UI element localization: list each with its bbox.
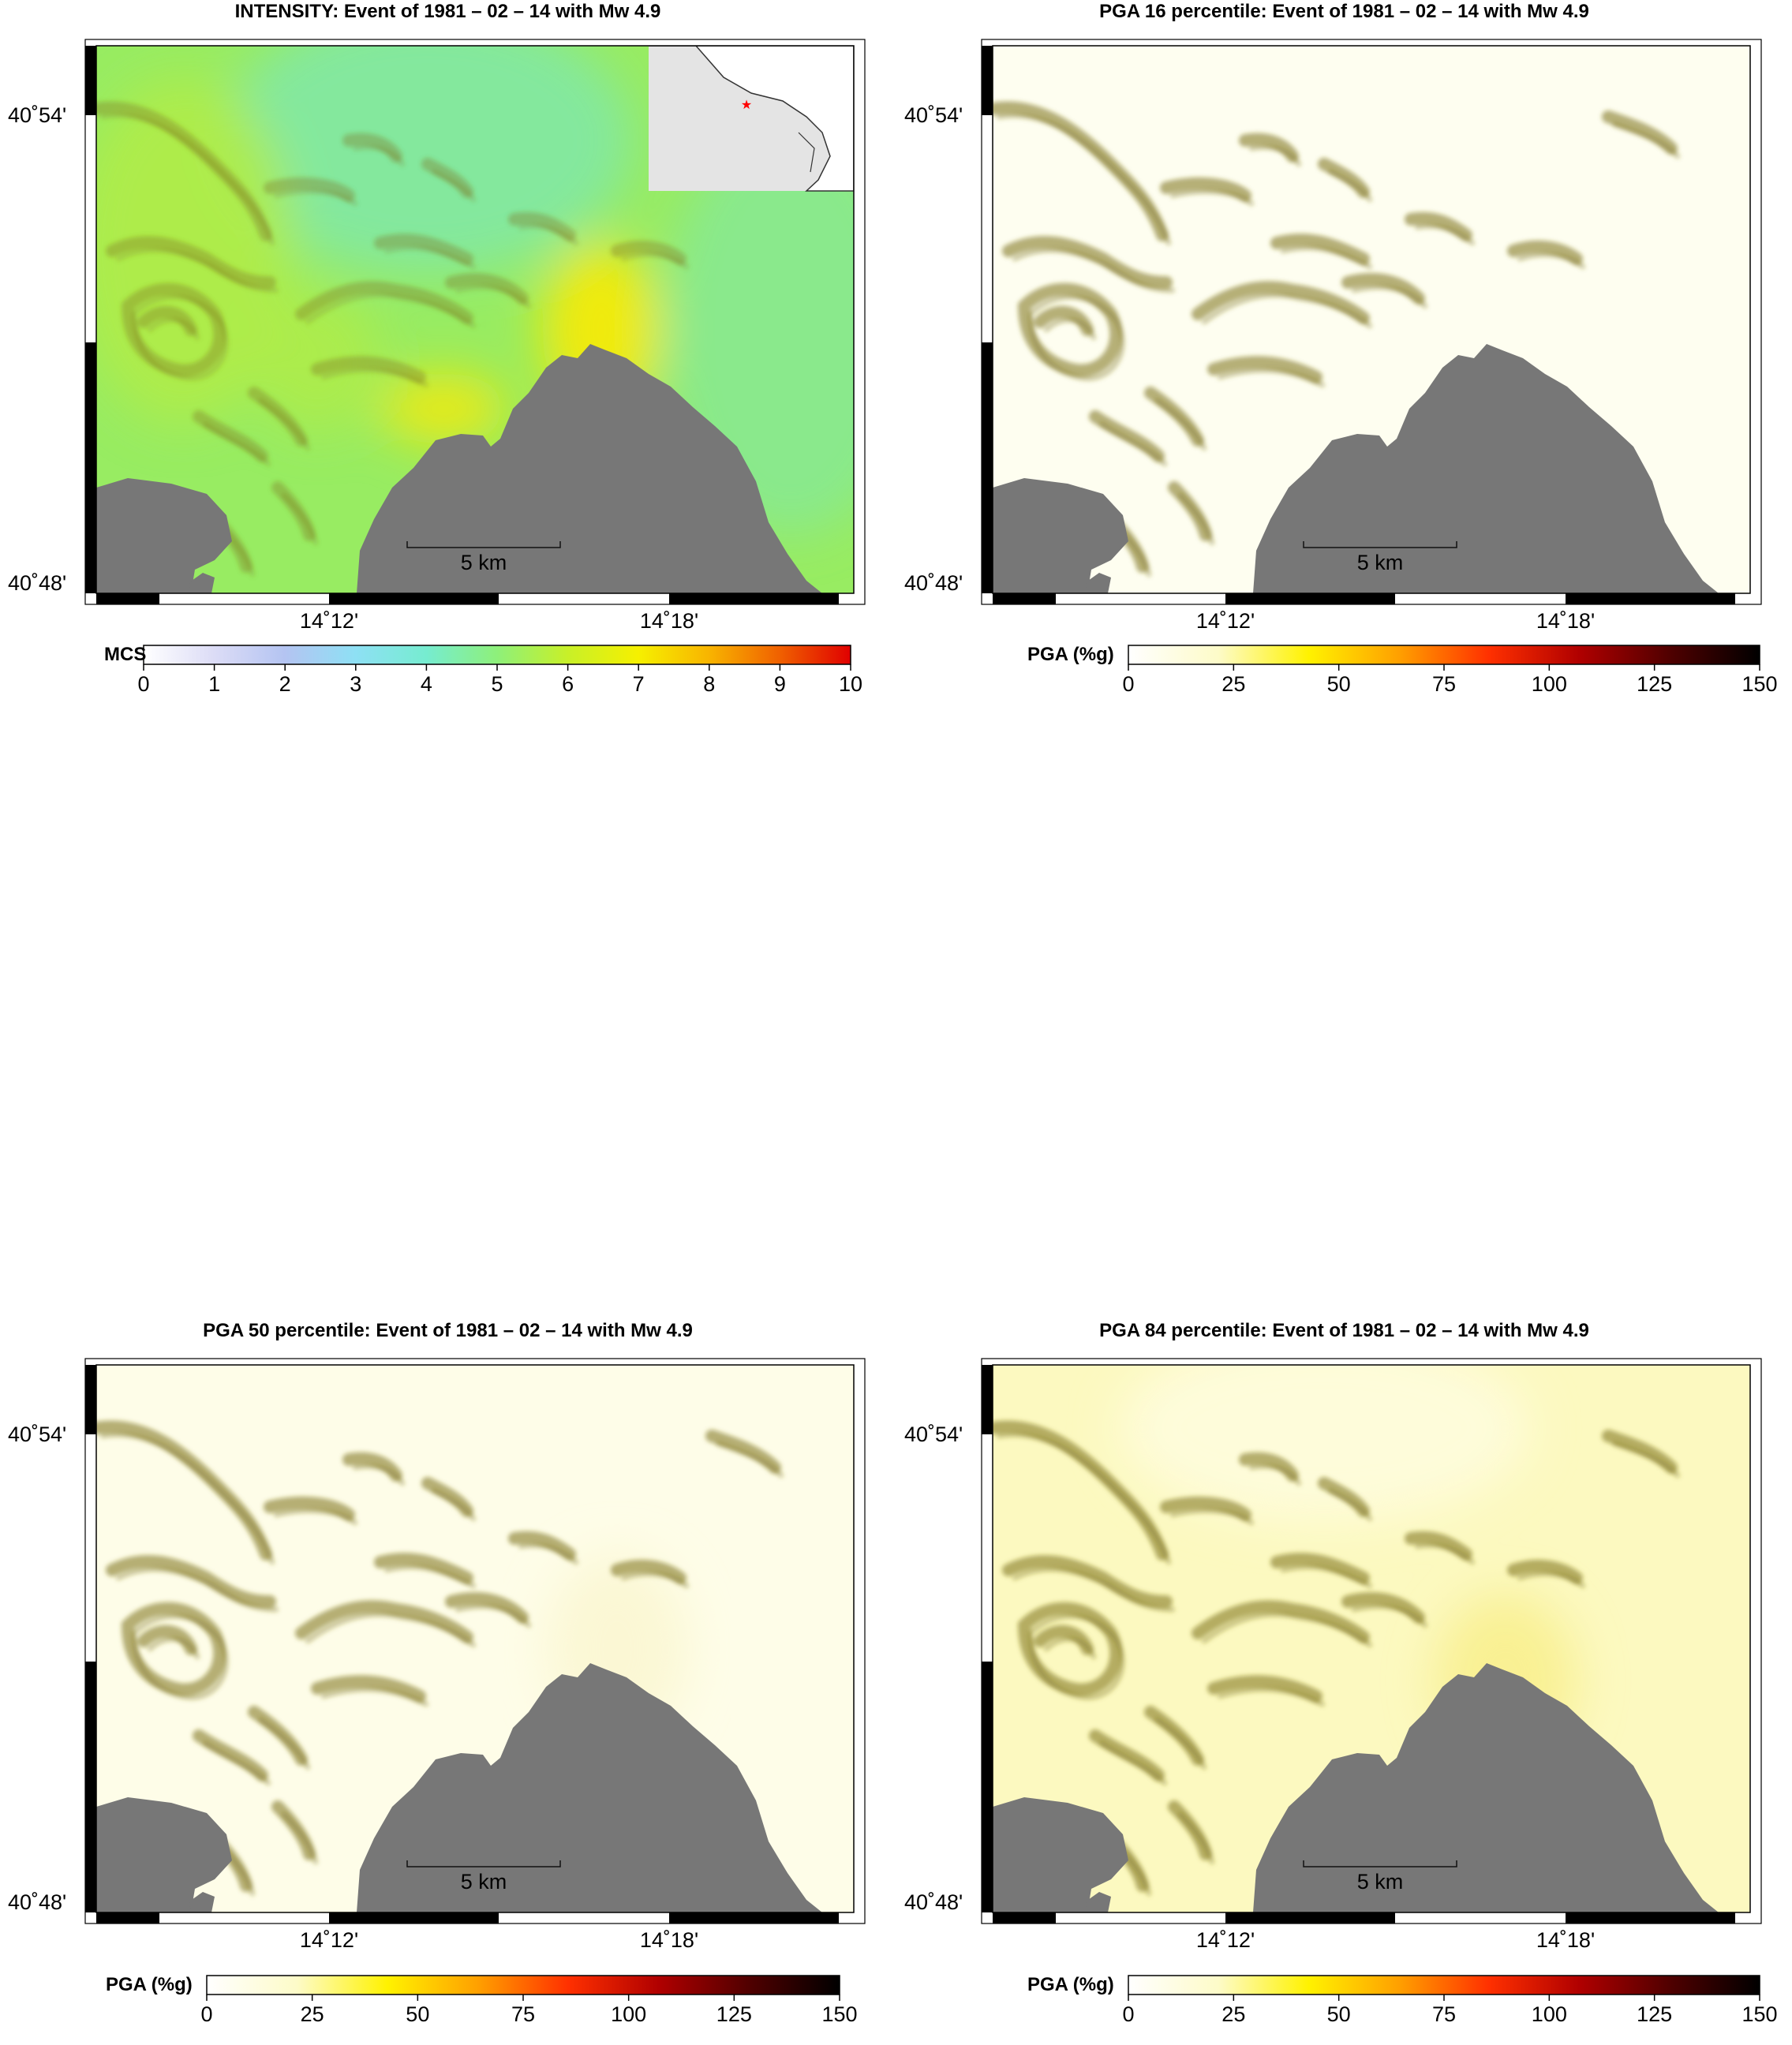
lat-label: 40˚48' [8, 1890, 67, 1914]
lat-label: 40˚48' [8, 571, 67, 595]
sea-area [993, 344, 1719, 593]
map-area [993, 46, 1750, 593]
scale-bar-label: 5 km [1356, 551, 1404, 574]
panel-title: PGA 50 percentile: Event of 1981 – 02 – … [203, 1320, 693, 1341]
lat-label: 40˚54' [904, 1423, 963, 1446]
colorbar-tick: 125 [716, 2002, 752, 2026]
colorbar-label: PGA (%g) [1027, 644, 1114, 665]
lon-label: 14˚12' [1195, 1928, 1255, 1952]
lon-label: 14˚12' [299, 609, 359, 633]
panel-title: INTENSITY: Event of 1981 – 02 – 14 with … [234, 1, 661, 22]
relief-shading [96, 101, 784, 577]
lon-label: 14˚12' [299, 1928, 359, 1952]
colorbar-label: PGA (%g) [1027, 1974, 1114, 1995]
lon-label: 14˚12' [1195, 609, 1255, 633]
colorbar-tick: 100 [1531, 672, 1567, 696]
lon-label: 14˚18' [639, 609, 699, 633]
map-area [993, 1365, 1750, 1912]
panel-pga50: PGA 50 percentile: Event of 1981 – 02 – … [0, 1319, 896, 2045]
colorbar-tick: 0 [1122, 672, 1135, 696]
sea-area [96, 344, 822, 593]
colorbar-tick: 2 [279, 672, 291, 696]
colorbar [1128, 1975, 1760, 1995]
lat-frame-ticks [982, 1365, 993, 1912]
panel-title: PGA 16 percentile: Event of 1981 – 02 – … [1099, 1, 1589, 22]
sea-area [96, 1663, 822, 1912]
colorbar-tick: 0 [137, 672, 150, 696]
colorbar-tick: 50 [406, 2002, 430, 2026]
colorbar-tick: 7 [632, 672, 645, 696]
panel-title: PGA 84 percentile: Event of 1981 – 02 – … [1099, 1320, 1589, 1341]
colorbar-tick: 4 [420, 672, 432, 696]
panel-pga16: PGA 16 percentile: Event of 1981 – 02 – … [896, 0, 1792, 726]
relief-shading [993, 1420, 1680, 1896]
colorbar-tick: 5 [491, 672, 503, 696]
colorbar-tick: 75 [1431, 672, 1457, 696]
map-svg [981, 1358, 1762, 2001]
lat-label: 40˚48' [904, 1890, 963, 1914]
lon-label: 14˚18' [639, 1928, 699, 1952]
colorbar-tick: 0 [1122, 2002, 1135, 2026]
scale-bar-label: 5 km [1356, 1870, 1404, 1894]
colorbar-label: MCS [104, 644, 147, 665]
lat-frame-ticks [85, 46, 96, 593]
map-area: ★ [96, 46, 854, 593]
colorbar-tick: 25 [1221, 672, 1246, 696]
colorbar-tick: 75 [511, 2002, 536, 2026]
lon-label: 14˚18' [1536, 1928, 1596, 1952]
lat-frame-ticks [85, 1365, 96, 1912]
colorbar-tick: 0 [200, 2002, 213, 2026]
lon-frame-ticks [993, 593, 1735, 604]
lat-label: 40˚54' [8, 103, 67, 127]
map-svg [981, 39, 1762, 671]
inset-locator-map: ★ [649, 46, 854, 192]
colorbar-tick: 25 [1221, 2002, 1246, 2026]
map-svg [84, 1358, 866, 2001]
colorbar-tick: 100 [1531, 2002, 1567, 2026]
colorbar-tick: 75 [1431, 2002, 1457, 2026]
colorbar-tick: 50 [1326, 2002, 1351, 2026]
scale-bar [1303, 1860, 1457, 1867]
scale-bar-label: 5 km [460, 551, 507, 574]
colorbar-tick: 125 [1637, 672, 1673, 696]
sea-area [993, 1663, 1719, 1912]
relief-shading [96, 1420, 784, 1896]
colorbar-tick: 150 [1741, 2002, 1778, 2026]
colorbar-tick: 3 [350, 672, 362, 696]
lat-label: 40˚54' [904, 103, 963, 127]
colorbar-label: PGA (%g) [106, 1974, 193, 1995]
colorbar-tick: 6 [562, 672, 574, 696]
scale-bar [1303, 541, 1457, 548]
colorbar-tick: 50 [1326, 672, 1351, 696]
panel-intensity: INTENSITY: Event of 1981 – 02 – 14 with … [0, 0, 896, 726]
colorbar-tick: 25 [300, 2002, 324, 2026]
epicenter-star-icon: ★ [741, 97, 752, 112]
colorbar [1128, 645, 1760, 665]
lon-label: 14˚18' [1536, 609, 1596, 633]
lon-frame-ticks [96, 1912, 839, 1923]
lat-label: 40˚48' [904, 571, 963, 595]
lon-frame-ticks [993, 1912, 1735, 1923]
colorbar-tick: 1 [208, 672, 221, 696]
panel-pga84: PGA 84 percentile: Event of 1981 – 02 – … [896, 1319, 1792, 2045]
colorbar-tick: 125 [1637, 2002, 1673, 2026]
colorbar-tick: 10 [838, 672, 863, 696]
relief-shading [993, 101, 1680, 577]
scale-bar [406, 541, 561, 548]
lat-frame-ticks [982, 46, 993, 593]
scale-bar [406, 1860, 561, 1867]
map-area [96, 1365, 854, 1912]
lat-label: 40˚54' [8, 1423, 67, 1446]
colorbar [206, 1975, 840, 1995]
colorbar [143, 645, 851, 665]
colorbar-tick: 9 [773, 672, 786, 696]
lon-frame-ticks [96, 593, 839, 604]
colorbar-tick: 150 [1741, 672, 1778, 696]
colorbar-tick: 8 [703, 672, 716, 696]
colorbar-tick: 150 [821, 2002, 858, 2026]
map-svg: ★ [84, 39, 866, 671]
colorbar-tick: 100 [611, 2002, 647, 2026]
scale-bar-label: 5 km [460, 1870, 507, 1894]
